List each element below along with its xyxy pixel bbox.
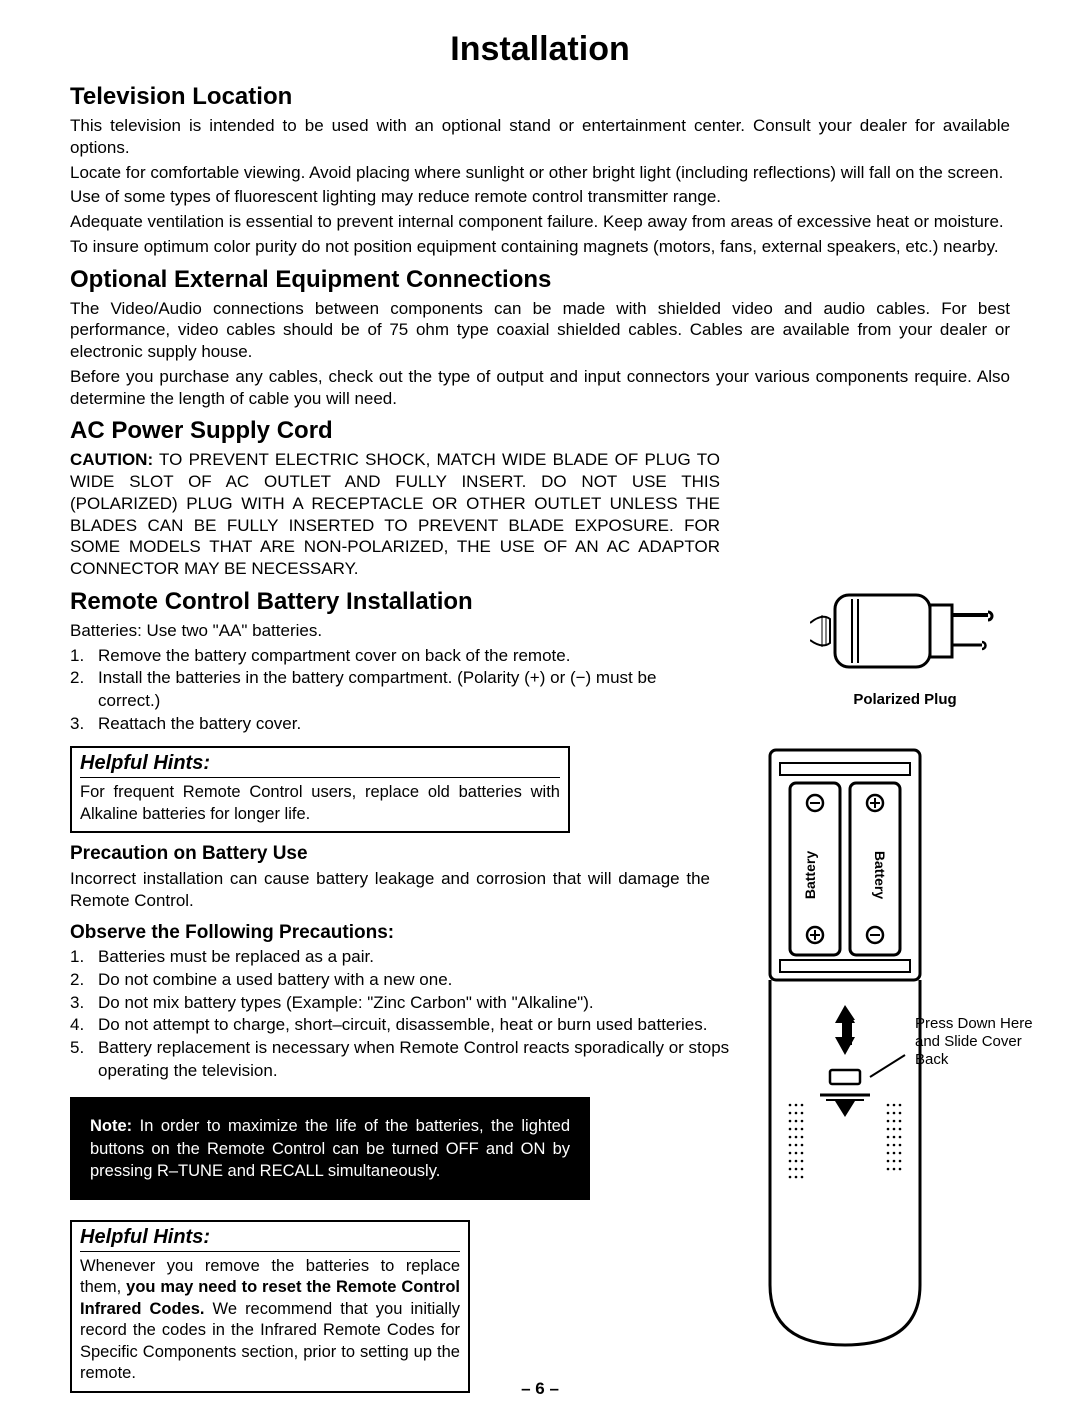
tv-location-p3: Use of some types of fluorescent lightin… (70, 186, 1010, 208)
tv-location-p2: Locate for comfortable viewing. Avoid pl… (70, 162, 1010, 184)
note-body: Note: In order to maximize the life of t… (90, 1115, 570, 1182)
note-prefix: Note: (90, 1117, 140, 1135)
hint-box-1: Helpful Hints: For frequent Remote Contr… (70, 746, 570, 833)
list-item: 4.Do not attempt to charge, short–circui… (70, 1014, 790, 1037)
list-item: 1.Remove the battery compartment cover o… (70, 645, 720, 668)
precaution-text: Incorrect installation can cause battery… (70, 868, 710, 912)
svg-text:Battery: Battery (872, 851, 888, 899)
hint1-body: For frequent Remote Control users, repla… (80, 782, 560, 825)
slide-arrow-icon (835, 1005, 855, 1055)
note-text: In order to maximize the life of the bat… (90, 1117, 570, 1180)
list-item: 1.Batteries must be replaced as a pair. (70, 946, 790, 969)
tv-location-p5: To insure optimum color purity do not po… (70, 236, 1010, 258)
plug-caption: Polarized Plug (800, 691, 1010, 708)
polarized-plug-figure: Polarized Plug (800, 585, 1010, 708)
remote-back-figure: Battery Battery (750, 745, 1010, 1360)
list-item: 3.Reattach the battery cover. (70, 713, 720, 736)
polarized-plug-icon (810, 585, 1000, 680)
external-eq-p2: Before you purchase any cables, check ou… (70, 366, 1010, 410)
hint2-body: Whenever you remove the batteries to rep… (80, 1256, 460, 1385)
svg-text:Battery: Battery (802, 851, 818, 899)
hint2-title: Helpful Hints: (80, 1226, 460, 1252)
remote-caption: Press Down Here and Slide Cover Back (915, 1015, 1035, 1069)
observe-list: 1.Batteries must be replaced as a pair. … (70, 946, 790, 1084)
list-item: 2.Install the batteries in the battery c… (70, 667, 720, 713)
list-item: 5.Battery replacement is necessary when … (70, 1037, 790, 1083)
ac-caution-text: TO PREVENT ELECTRIC SHOCK, MATCH WIDE BL… (70, 450, 720, 578)
remote-steps-list: 1.Remove the battery compartment cover o… (70, 645, 720, 737)
heading-ac-power: AC Power Supply Cord (70, 417, 1010, 445)
list-item: 3.Do not mix battery types (Example: "Zi… (70, 992, 790, 1015)
ac-power-caution: CAUTION: TO PREVENT ELECTRIC SHOCK, MATC… (70, 449, 720, 580)
page-number: – 6 – (0, 1379, 1080, 1399)
note-box: Note: In order to maximize the life of t… (70, 1097, 590, 1200)
external-eq-p1: The Video/Audio connections between comp… (70, 298, 1010, 363)
hint1-title: Helpful Hints: (80, 752, 560, 778)
page-title: Installation (70, 30, 1010, 69)
heading-tv-location: Television Location (70, 83, 1010, 111)
tv-location-p1: This television is intended to be used w… (70, 115, 1010, 159)
heading-external-equipment: Optional External Equipment Connections (70, 266, 1010, 294)
remote-battery-info: Batteries: Use two "AA" batteries. (70, 620, 720, 642)
caution-label: CAUTION: (70, 450, 153, 469)
tv-location-p4: Adequate ventilation is essential to pre… (70, 211, 1010, 233)
hint-box-2: Helpful Hints: Whenever you remove the b… (70, 1220, 470, 1393)
list-item: 2.Do not combine a used battery with a n… (70, 969, 790, 992)
